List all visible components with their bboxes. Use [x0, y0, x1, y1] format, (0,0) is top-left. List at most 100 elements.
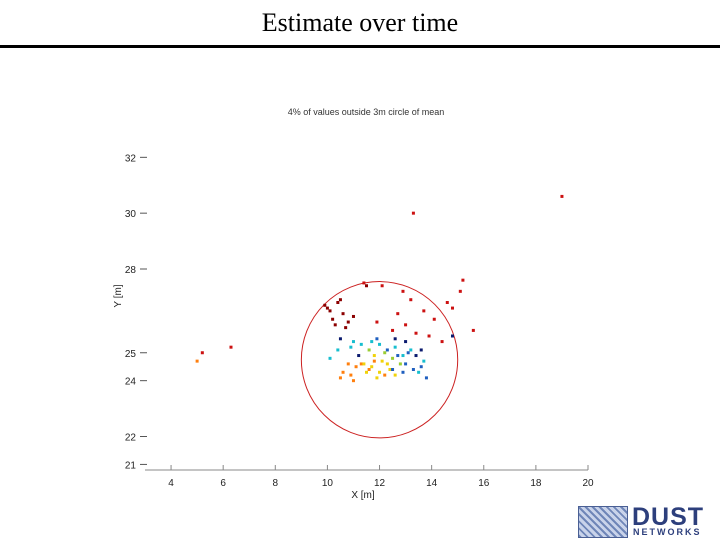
x-tick-label: 10	[322, 478, 334, 489]
data-point	[323, 303, 327, 307]
x-axis-label: X [m]	[351, 490, 375, 501]
x-tick-label: 8	[273, 478, 279, 489]
data-point	[404, 362, 408, 366]
y-tick-label: 30	[125, 209, 137, 220]
data-point	[419, 348, 423, 352]
data-point	[344, 326, 348, 330]
data-point	[411, 211, 415, 215]
x-tick-label: 16	[478, 478, 490, 489]
x-tick-label: 18	[530, 478, 542, 489]
dust-networks-logo: DUST NETWORKS	[578, 503, 718, 538]
data-point	[349, 345, 353, 349]
data-point	[409, 348, 413, 352]
data-point	[341, 312, 345, 316]
x-tick-label: 6	[220, 478, 226, 489]
data-point	[432, 317, 436, 321]
data-point	[396, 312, 400, 316]
data-point	[378, 342, 382, 346]
data-point	[357, 354, 361, 358]
data-point	[393, 345, 397, 349]
data-point	[422, 309, 426, 313]
data-point	[229, 345, 233, 349]
data-point	[367, 368, 371, 371]
data-point	[362, 362, 366, 366]
y-tick-label: 21	[125, 460, 137, 471]
data-point	[336, 348, 340, 352]
data-point	[461, 278, 465, 282]
data-point	[385, 362, 389, 366]
data-point	[406, 351, 410, 355]
data-point	[365, 284, 368, 288]
data-point	[341, 370, 345, 374]
data-point	[414, 354, 418, 358]
data-point	[391, 368, 395, 371]
data-point	[401, 370, 405, 374]
x-tick-label: 20	[582, 478, 594, 489]
data-point	[200, 351, 204, 355]
data-point	[346, 362, 350, 366]
logo-text-sub: NETWORKS	[633, 527, 702, 537]
y-tick-label: 28	[125, 265, 137, 276]
y-axis-label: Y [m]	[113, 284, 124, 307]
data-point	[440, 340, 444, 344]
data-point	[560, 194, 564, 198]
data-point	[398, 362, 402, 366]
data-point	[378, 370, 382, 374]
data-point	[391, 356, 395, 360]
data-point	[325, 306, 329, 310]
data-point	[385, 348, 389, 352]
data-points	[195, 194, 564, 383]
data-point	[372, 354, 376, 358]
title-divider	[0, 45, 720, 48]
y-tick-label: 22	[125, 433, 137, 444]
data-point	[338, 337, 342, 341]
mean-circle	[300, 281, 459, 439]
data-point	[365, 370, 368, 374]
data-point	[346, 320, 350, 324]
data-point	[401, 354, 405, 358]
data-point	[409, 298, 413, 302]
data-point	[391, 328, 395, 332]
data-point	[450, 334, 454, 338]
x-tick-label: 14	[426, 478, 438, 489]
data-point	[354, 365, 358, 369]
data-point	[383, 373, 387, 377]
data-point	[393, 337, 397, 341]
data-point	[375, 337, 379, 341]
data-point	[380, 284, 384, 288]
data-point	[414, 331, 418, 335]
data-point	[333, 323, 337, 327]
data-point	[338, 298, 342, 302]
data-point	[422, 359, 426, 363]
data-point	[411, 368, 415, 371]
data-point	[388, 368, 392, 371]
dust-networks-logo-icon	[578, 506, 628, 538]
data-point	[380, 359, 384, 363]
slide-title: Estimate over time	[261, 8, 459, 37]
data-point	[424, 376, 428, 380]
data-point	[336, 301, 340, 304]
y-tick-label: 25	[125, 349, 137, 360]
data-point	[351, 340, 355, 344]
data-point	[370, 365, 374, 369]
data-point	[338, 376, 342, 380]
data-point	[349, 373, 353, 377]
data-point	[445, 301, 449, 304]
x-ticks: 4 6 8 10 12 14 16 18 20	[168, 465, 594, 489]
data-point	[195, 359, 199, 363]
data-point	[359, 342, 363, 346]
data-point	[351, 314, 355, 318]
data-point	[404, 340, 408, 344]
data-point	[401, 289, 405, 293]
data-point	[328, 356, 332, 360]
data-point	[419, 365, 423, 369]
data-point	[404, 323, 408, 327]
x-tick-label: 4	[168, 478, 174, 489]
data-point	[417, 370, 421, 374]
data-point	[458, 289, 462, 293]
y-tick-label: 24	[125, 377, 137, 388]
data-point	[328, 309, 332, 313]
data-point	[359, 362, 363, 366]
y-ticks: 21 22 24 25 28 30 32	[125, 153, 147, 471]
